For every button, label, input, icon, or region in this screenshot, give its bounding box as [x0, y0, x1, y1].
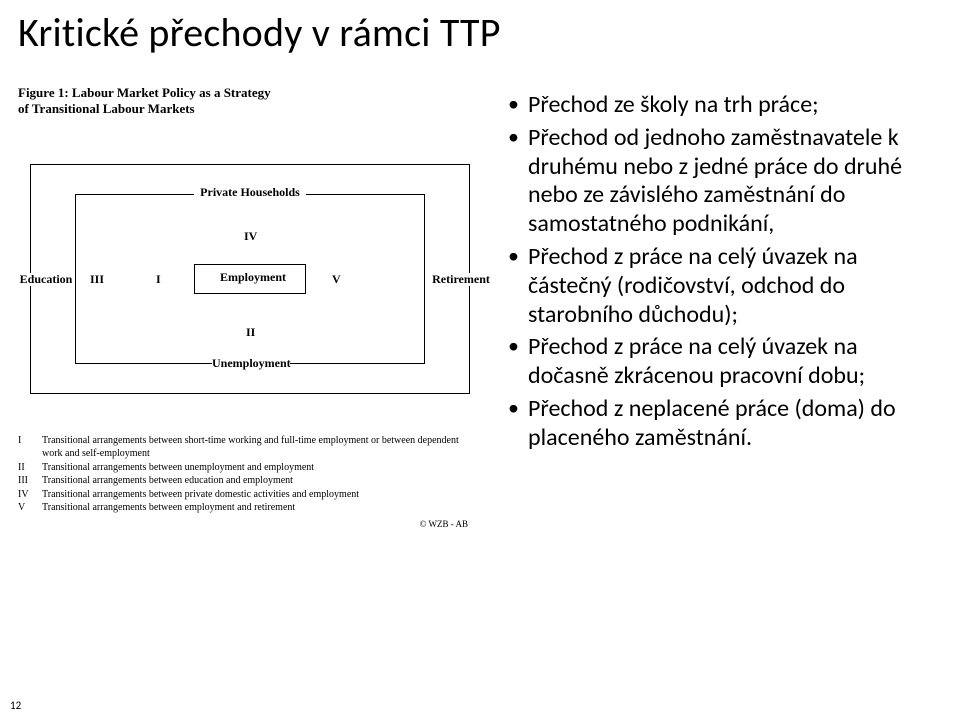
- legend-rn-ii: II: [18, 461, 42, 475]
- legend-row-iv: IV Transitional arrangements between pri…: [18, 488, 478, 502]
- figure-caption-line2: of Transitional Labour Markets: [18, 101, 478, 117]
- legend-rn-iv: IV: [18, 488, 42, 502]
- legend-text-i: Transitional arrangements between short-…: [42, 434, 478, 461]
- bullet-item-3: Přechod z práce na celý úvazek na částeč…: [502, 243, 941, 329]
- bullet-item-1: Přechod ze školy na trh práce;: [502, 91, 941, 120]
- bullet-list: Přechod ze školy na trh práce; Přechod o…: [502, 91, 941, 453]
- content-row: Figure 1: Labour Market Policy as a Stra…: [0, 61, 959, 529]
- diagram-label-education: Education: [18, 273, 74, 286]
- tlm-diagram: Private Households Employment Education …: [18, 132, 478, 422]
- diagram-roman-i: I: [156, 272, 161, 287]
- legend-text-iv: Transitional arrangements between privat…: [42, 488, 359, 502]
- diagram-label-unemployment: Unemployment: [212, 357, 290, 370]
- bullets-column: Přechod ze školy na trh práce; Přechod o…: [502, 85, 941, 529]
- diagram-label-private-households: Private Households: [194, 186, 306, 199]
- bullet-item-4: Přechod z práce na celý úvazek na dočasn…: [502, 333, 941, 391]
- page-number: 12: [10, 699, 21, 712]
- legend-row-iii: III Transitional arrangements between ed…: [18, 474, 478, 488]
- legend-rn-iii: III: [18, 474, 42, 488]
- diagram-roman-v: V: [332, 272, 341, 287]
- figure-credit: © WZB - AB: [18, 519, 478, 529]
- legend-text-v: Transitional arrangements between employ…: [42, 501, 295, 515]
- legend-text-ii: Transitional arrangements between unempl…: [42, 461, 314, 475]
- diagram-roman-iii: III: [90, 272, 104, 287]
- diagram-label-employment: Employment: [220, 271, 282, 284]
- diagram-roman-iv: IV: [244, 229, 257, 244]
- legend-rn-v: V: [18, 501, 42, 515]
- diagram-roman-ii: II: [246, 325, 255, 340]
- figure-column: Figure 1: Labour Market Policy as a Stra…: [18, 85, 478, 529]
- figure-caption: Figure 1: Labour Market Policy as a Stra…: [18, 85, 478, 118]
- legend-row-ii: II Transitional arrangements between une…: [18, 461, 478, 475]
- slide-title: Kritické přechody v rámci TTP: [0, 0, 959, 61]
- legend-text-iii: Transitional arrangements between educat…: [42, 474, 293, 488]
- legend-rn-i: I: [18, 434, 42, 461]
- diagram-label-retirement: Retirement: [431, 273, 491, 286]
- bullet-item-2: Přechod od jednoho zaměstnavatele k druh…: [502, 124, 941, 239]
- legend-row-i: I Transitional arrangements between shor…: [18, 434, 478, 461]
- bullet-item-5: Přechod z neplacené práce (doma) do plac…: [502, 395, 941, 453]
- figure-caption-line1: Figure 1: Labour Market Policy as a Stra…: [18, 85, 478, 101]
- figure-legend: I Transitional arrangements between shor…: [18, 434, 478, 515]
- legend-row-v: V Transitional arrangements between empl…: [18, 501, 478, 515]
